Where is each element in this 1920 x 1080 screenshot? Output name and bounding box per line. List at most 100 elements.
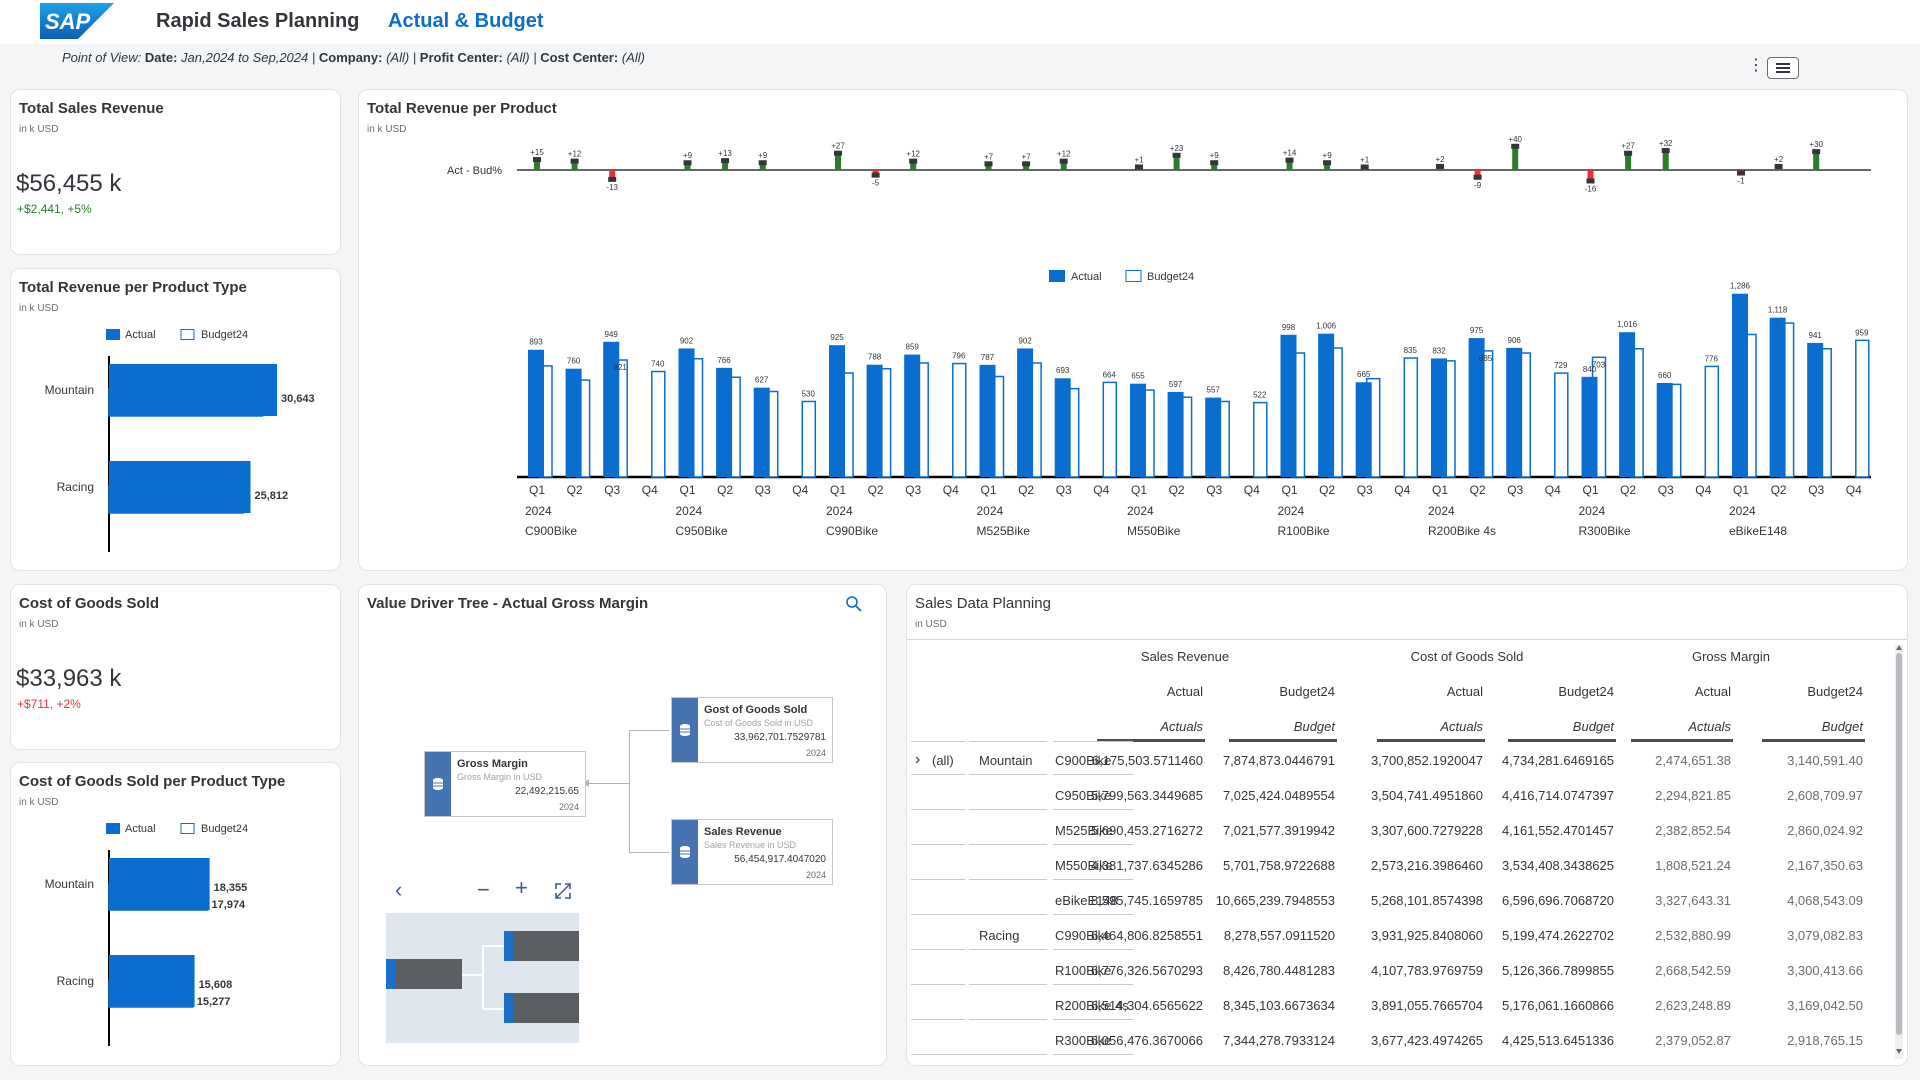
table-cell-value[interactable]: 4,161,552.4701457 [1501, 823, 1614, 838]
pov-profit-center-value[interactable]: (All) [506, 50, 530, 65]
node-title: Sales Revenue [704, 826, 782, 838]
table-cell-value[interactable]: 2,918,765.15 [1787, 1033, 1863, 1048]
header-underline [1229, 739, 1337, 742]
table-cell-value[interactable]: 3,891,055.7665704 [1370, 998, 1483, 1013]
table-cell-value[interactable]: 2,167,350.63 [1787, 858, 1863, 873]
row-divider [969, 984, 1047, 985]
table-cell-value[interactable]: 3,677,423.4974265 [1370, 1033, 1483, 1048]
dimension-all-label[interactable]: (all) [932, 753, 954, 768]
table-cell-value[interactable]: 8,426,780.4481283 [1222, 963, 1335, 978]
pov-company-value[interactable]: (All) [386, 50, 410, 65]
table-cell-value[interactable]: 5,690,453.2716272 [1090, 823, 1203, 838]
table-cell-value[interactable]: 2,860,024.92 [1787, 823, 1863, 838]
variance-label: +2 [1774, 155, 1784, 164]
variance-bar [534, 160, 540, 170]
table-cell-value[interactable]: 3,700,852.1920047 [1370, 753, 1483, 768]
table-cell-value[interactable]: 4,068,543.09 [1787, 893, 1863, 908]
vertical-scrollbar[interactable] [1895, 645, 1903, 1059]
variance-label: +27 [831, 142, 845, 151]
table-cell-value[interactable]: 4,734,281.6469165 [1501, 753, 1614, 768]
table-cell-value[interactable]: 5,199,474.2622702 [1501, 928, 1614, 943]
chart-card-revenue-per-product[interactable]: Total Revenue per Product in k USD Act -… [358, 89, 1908, 571]
table-cell-value[interactable]: 3,931,925.8408060 [1370, 928, 1483, 943]
table-cell-value[interactable]: 7,021,577.3919942 [1222, 823, 1335, 838]
table-cell-value[interactable]: 4,107,783.9769759 [1370, 963, 1483, 978]
table-cell-value[interactable]: 3,534,408.3438625 [1501, 858, 1614, 873]
chart-card-cogs-per-product-type[interactable]: Cost of Goods Sold per Product Type in k… [10, 762, 341, 1066]
search-icon[interactable] [845, 595, 863, 613]
variance-marker [1059, 158, 1068, 164]
table-cell-value[interactable]: 7,025,424.0489554 [1222, 788, 1335, 803]
expand-chevron-icon[interactable]: › [915, 751, 921, 768]
table-cell-value[interactable]: 3,327,643.31 [1655, 893, 1731, 908]
value-driver-tree-card[interactable]: Value Driver Tree - Actual Gross Margin … [358, 584, 887, 1066]
scrollbar-down-icon[interactable] [1896, 1049, 1902, 1054]
table-cell-value[interactable]: 3,307,600.7279228 [1370, 823, 1483, 838]
pov-cost-center-value[interactable]: (All) [621, 50, 645, 65]
fit-to-screen-icon[interactable] [554, 882, 572, 900]
chart-card-revenue-per-product-type[interactable]: Total Revenue per Product Type in k USD … [10, 268, 341, 571]
table-cell-value[interactable]: 6,464,806.8258551 [1090, 928, 1203, 943]
card-unit: in k USD [19, 124, 59, 135]
table-cell-value[interactable]: 4,416,714.0747397 [1501, 788, 1614, 803]
scrollbar-up-icon[interactable] [1896, 645, 1902, 650]
minimap-connector [462, 974, 482, 976]
table-cell-value[interactable]: 4,425,513.6451336 [1501, 1033, 1614, 1048]
chevron-left-icon[interactable]: ‹ [395, 877, 403, 902]
table-cell-value[interactable]: 5,799,563.3449685 [1090, 788, 1203, 803]
node-gross-margin[interactable]: Gross Margin Gross Margin in USD 22,492,… [424, 751, 586, 817]
table-cell-value[interactable]: 6,056,476.3670066 [1090, 1033, 1203, 1048]
kpi-card-sales-revenue[interactable]: Total Sales Revenue in k USD $56,455 k +… [10, 89, 341, 255]
table-cell-value[interactable]: 2,382,852.54 [1655, 823, 1731, 838]
table-cell-value[interactable]: 2,294,821.85 [1655, 788, 1731, 803]
table-cell-value[interactable]: 3,300,413.66 [1787, 963, 1863, 978]
table-cell-value[interactable]: 3,169,042.50 [1787, 998, 1863, 1013]
more-vertical-icon[interactable]: ⋮ [1748, 57, 1764, 74]
variance-bar [571, 161, 578, 170]
table-cell-value[interactable]: 3,079,082.83 [1787, 928, 1863, 943]
table-cell-value[interactable]: 2,532,880.99 [1655, 928, 1731, 943]
table-cell-value[interactable]: 10,665,239.7948553 [1215, 893, 1335, 908]
tree-minimap[interactable] [386, 913, 579, 1043]
table-cell-value[interactable]: 6,514,304.6565622 [1090, 998, 1203, 1013]
scrollbar-thumb[interactable] [1896, 653, 1902, 1035]
year-tick-label: 2024 [977, 504, 1004, 518]
table-cell-value[interactable]: 2,608,709.97 [1787, 788, 1863, 803]
year-tick-label: 2024 [1127, 504, 1154, 518]
table-cell-value[interactable]: 5,701,758.9722688 [1222, 858, 1335, 873]
page-title[interactable]: Actual & Budget [388, 10, 544, 32]
table-cell-value[interactable]: 8,345,103.6673634 [1222, 998, 1335, 1013]
table-cell-value[interactable]: 8,278,557.0911520 [1223, 928, 1335, 943]
table-cell-value[interactable]: 7,874,873.0446791 [1222, 753, 1335, 768]
hamburger-menu-icon[interactable] [1767, 57, 1799, 79]
table-cell-value[interactable]: 4,381,737.6345286 [1090, 858, 1203, 873]
table-cell-value[interactable]: 8,595,745.1659785 [1090, 893, 1203, 908]
table-cell-value[interactable]: 6,596,696.7068720 [1501, 893, 1614, 908]
zoom-in-icon[interactable]: + [515, 875, 528, 900]
table-cell-value[interactable]: 5,268,101.8574398 [1370, 893, 1483, 908]
table-cell-value[interactable]: 3,504,741.4951860 [1370, 788, 1483, 803]
table-cell-value[interactable]: 6,175,503.5711460 [1091, 753, 1203, 768]
bar-budget [1253, 401, 1268, 478]
sales-data-planning-card[interactable]: Sales Data Planning in USD Sales Revenue… [906, 584, 1908, 1066]
node-sales-revenue[interactable]: Sales Revenue Sales Revenue in USD 56,45… [671, 819, 833, 885]
pov-date-value[interactable]: Jan,2024 to Sep,2024 [181, 50, 309, 65]
variance-label: -16 [1585, 184, 1597, 193]
table-cell-value[interactable]: 3,140,591.40 [1787, 753, 1863, 768]
table-cell-value[interactable]: 5,126,366.7899855 [1501, 963, 1614, 978]
table-cell-value[interactable]: 2,623,248.89 [1655, 998, 1731, 1013]
bar-data-label: 902 [1018, 336, 1032, 345]
table-cell-value[interactable]: 7,344,278.7933124 [1222, 1033, 1335, 1048]
table-cell-value[interactable]: 5,176,061.1660866 [1501, 998, 1614, 1013]
sap-logo[interactable]: SAP [40, 3, 114, 39]
table-cell-value[interactable]: 6,776,326.5670293 [1090, 963, 1203, 978]
table-cell-value[interactable]: 2,379,052.87 [1655, 1033, 1731, 1048]
table-cell-value[interactable]: 2,668,542.59 [1655, 963, 1731, 978]
quarter-tick-label: Q1 [529, 483, 545, 497]
node-cost-of-goods-sold[interactable]: Gost of Goods Sold Cost of Goods Sold in… [671, 697, 833, 763]
table-cell-value[interactable]: 2,573,216.3986460 [1370, 858, 1483, 873]
table-cell-value[interactable]: 2,474,651.38 [1655, 753, 1731, 768]
kpi-card-cogs[interactable]: Cost of Goods Sold in k USD $33,963 k +$… [10, 584, 341, 750]
zoom-out-icon[interactable]: − [477, 877, 490, 902]
table-cell-value[interactable]: 1,808,521.24 [1655, 858, 1731, 873]
